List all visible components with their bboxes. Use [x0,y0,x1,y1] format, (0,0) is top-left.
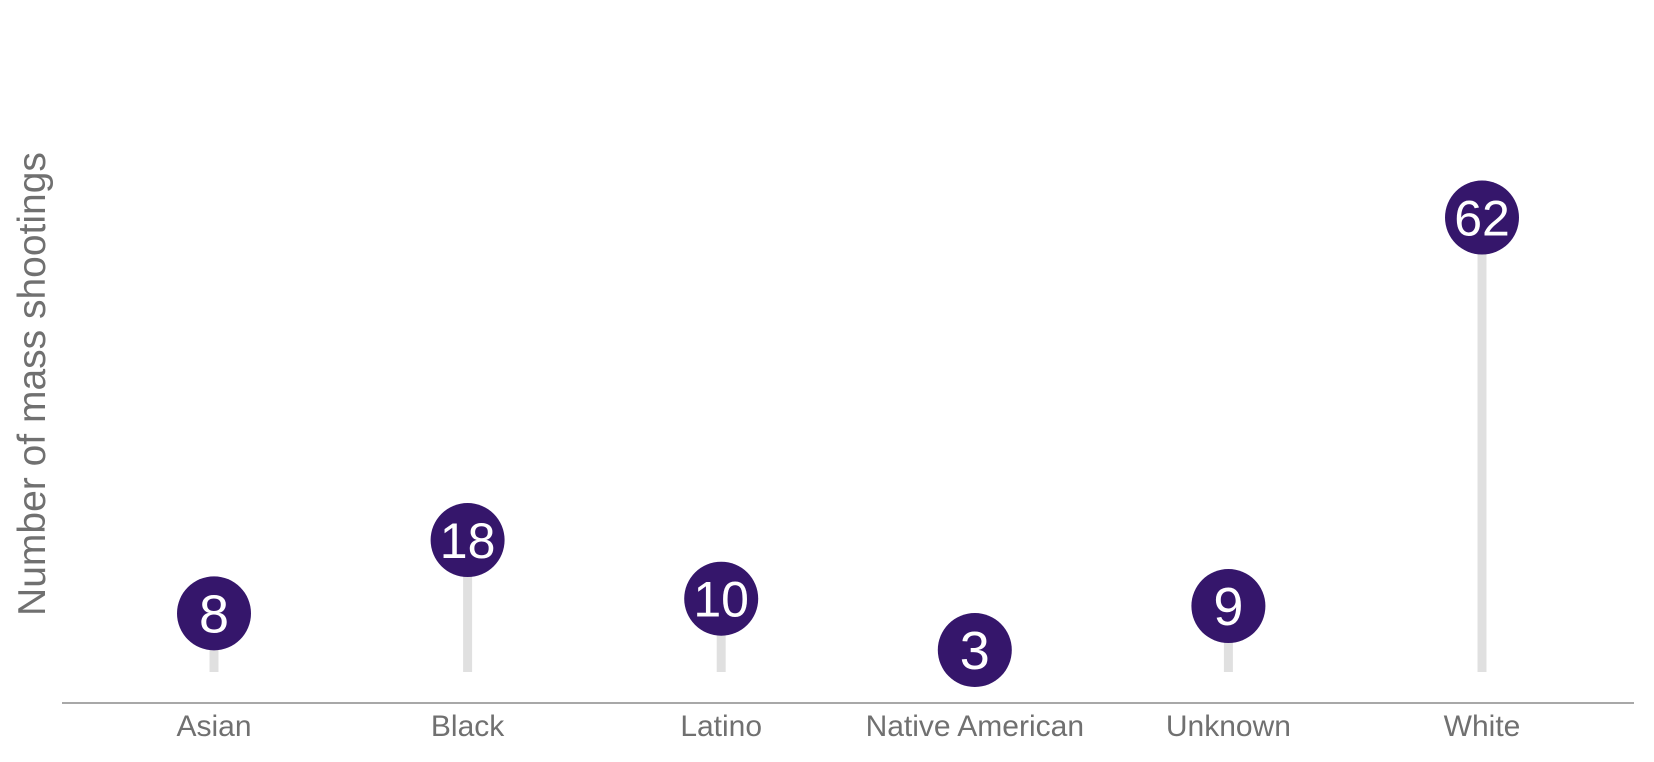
marker-latino [684,561,759,636]
value-label-black: 18 [440,513,496,569]
y-axis-label: Number of mass shootings [11,152,54,616]
marker-black [430,503,505,578]
value-label-native-american: 3 [960,621,990,681]
marker-unknown [1191,569,1266,644]
x-tick-label-latino: Latino [680,710,762,743]
stems-layer [209,217,1487,672]
value-label-latino: 10 [693,572,749,628]
marker-white [1445,180,1519,255]
value-label-asian: 8 [199,584,229,644]
x-tick-label-black: Black [431,710,505,743]
x-tick-label-native-american: Native American [866,710,1084,743]
value-label-unknown: 9 [1213,577,1243,637]
x-tick-label-unknown: Unknown [1166,710,1291,743]
value-label-white: 62 [1454,191,1510,247]
marker-native-american [937,613,1012,688]
x-tick-labels: Asian Black Latino Native American Unknown Wh… [176,710,1520,743]
x-tick-label-white: White [1444,710,1521,743]
x-tick-label-asian: Asian [176,710,251,743]
markers-layer: 8 18 10 3 9 62 [177,180,1519,688]
marker-asian [177,576,251,651]
